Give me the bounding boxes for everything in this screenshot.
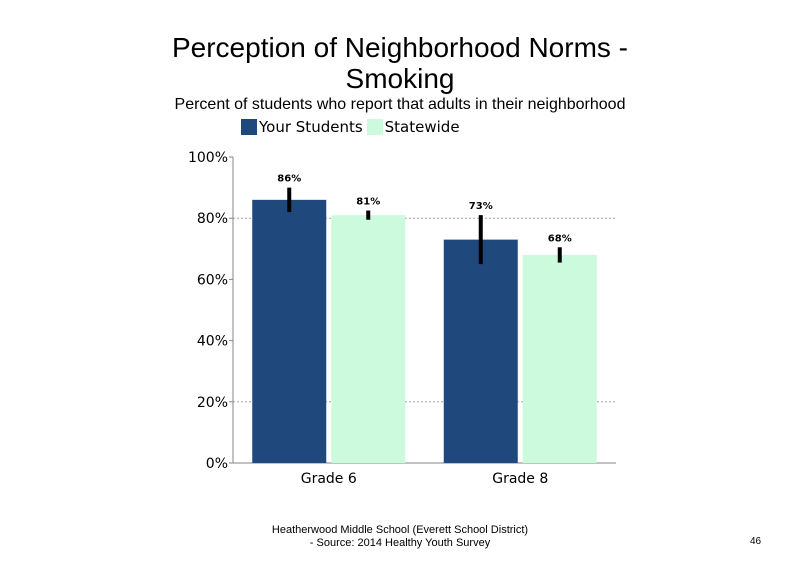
data-label: 86% bbox=[277, 174, 301, 185]
legend-swatch-statewide bbox=[366, 119, 383, 135]
bar bbox=[522, 254, 597, 463]
bar bbox=[331, 215, 406, 463]
y-tick-label: 0% bbox=[206, 456, 228, 472]
bar bbox=[443, 239, 518, 463]
legend-label-statewide: Statewide bbox=[384, 118, 460, 136]
x-tick-label: Grade 6 bbox=[301, 471, 357, 487]
data-label: 68% bbox=[548, 233, 572, 244]
page-number: 46 bbox=[750, 536, 762, 547]
chart-subtitle: Percent of students who report that adul… bbox=[174, 96, 626, 113]
chart-legend: Your Students Statewide bbox=[241, 117, 464, 137]
footer-line2: - Source: 2014 Healthy Youth Survey bbox=[309, 537, 491, 549]
footer-line1: Heatherwood Middle School (Everett Schoo… bbox=[271, 524, 529, 536]
data-label: 81% bbox=[356, 197, 380, 208]
y-tick-label: 80% bbox=[197, 211, 228, 227]
legend-item-statewide: Statewide bbox=[366, 118, 460, 136]
footer: Heatherwood Middle School (Everett Schoo… bbox=[250, 524, 550, 550]
legend-item-your-students: Your Students bbox=[241, 118, 363, 136]
y-tick-label: 40% bbox=[197, 334, 228, 350]
chart-title-line1: Perception of Neighborhood Norms - bbox=[171, 32, 628, 63]
bar bbox=[252, 199, 327, 463]
chart-title: Perception of Neighborhood Norms - Smoki… bbox=[100, 32, 700, 94]
chart-title-line2: Smoking bbox=[345, 63, 455, 94]
x-tick-label: Grade 8 bbox=[492, 471, 548, 487]
y-tick-label: 20% bbox=[197, 395, 228, 411]
y-tick-label: 100% bbox=[188, 150, 228, 166]
legend-swatch-your-students bbox=[241, 119, 257, 135]
y-tick-label: 60% bbox=[197, 272, 228, 288]
data-label: 73% bbox=[469, 201, 493, 212]
legend-label-your-students: Your Students bbox=[259, 118, 363, 136]
